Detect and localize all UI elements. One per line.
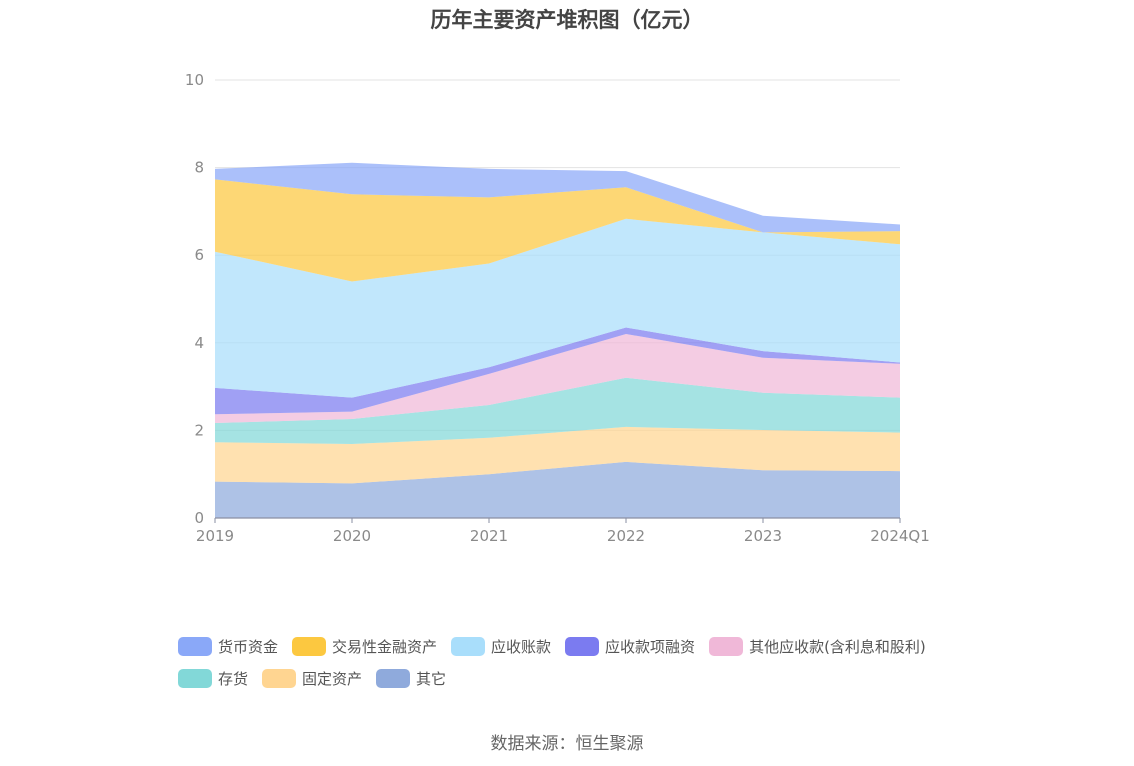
legend-swatch: [709, 636, 744, 656]
x-tick-label: 2023: [744, 527, 782, 545]
area-交易性金融资产[interactable]: [215, 179, 900, 282]
area-固定资产[interactable]: [215, 426, 900, 484]
y-tick-label: 8: [194, 159, 204, 177]
legend-label: 其他应收款(含利息和股利): [749, 637, 926, 656]
y-tick-label: 4: [194, 334, 204, 352]
legend-row: 存货 固定资产 其它: [178, 662, 998, 694]
legend-swatch: [262, 668, 297, 688]
area-应收款项融资[interactable]: [215, 327, 900, 415]
area-series: [215, 162, 900, 518]
legend-item-receivables-financing[interactable]: 应收款项融资: [565, 636, 695, 657]
stacked-area-chart: 0 2 4 6 8 10 2019 2020 2021 2022 2023 2024Q1: [185, 71, 930, 545]
y-tick-label: 6: [194, 246, 204, 264]
area-其它[interactable]: [215, 461, 900, 518]
legend-item-cash[interactable]: 货币资金: [178, 636, 278, 657]
y-tick-label: 10: [185, 71, 204, 89]
legend-swatch: [376, 668, 411, 688]
x-tick-label: 2024Q1: [870, 527, 930, 545]
legend-label: 应收款项融资: [605, 637, 696, 656]
legend-swatch: [451, 636, 486, 656]
legend-row: 货币资金 交易性金融资产 应收账款 应收款项融资 其他应收款(含利息和股利): [178, 630, 998, 662]
x-tick-label: 2019: [196, 527, 234, 545]
x-tick-label: 2021: [470, 527, 508, 545]
legend-label: 固定资产: [302, 669, 363, 688]
legend-swatch: [178, 668, 212, 688]
x-tick-label: 2020: [333, 527, 371, 545]
legend-label: 货币资金: [218, 637, 279, 656]
legend-swatch: [292, 636, 327, 656]
area-其他应收款(含利息和股利)[interactable]: [215, 334, 900, 423]
chart-legend: 货币资金 交易性金融资产 应收账款 应收款项融资 其他应收款(含利息和股利) 存…: [178, 630, 998, 694]
legend-label: 交易性金融资产: [332, 637, 438, 656]
chart-title: 历年主要资产堆积图（亿元）: [430, 8, 704, 32]
data-source-note: 数据来源：恒生聚源: [490, 734, 644, 754]
legend-label: 应收账款: [491, 637, 552, 656]
legend-label: 存货: [218, 669, 249, 688]
area-应收账款[interactable]: [215, 218, 900, 398]
x-tick-label: 2022: [607, 527, 645, 545]
legend-item-other[interactable]: 其它: [376, 668, 446, 689]
y-tick-label: 0: [194, 509, 204, 527]
axes: 0 2 4 6 8 10 2019 2020 2021 2022 2023 2024Q1: [185, 71, 930, 545]
legend-item-other-receivables[interactable]: 其他应收款(含利息和股利): [709, 636, 926, 657]
area-货币资金[interactable]: [215, 162, 900, 233]
legend-swatch: [565, 636, 600, 656]
legend-item-fixed-assets[interactable]: 固定资产: [262, 668, 362, 689]
y-tick-label: 2: [194, 421, 204, 439]
legend-item-accounts-receivable[interactable]: 应收账款: [451, 636, 551, 657]
legend-label: 其它: [416, 669, 447, 688]
legend-item-trading-financial-assets[interactable]: 交易性金融资产: [292, 636, 437, 657]
legend-item-inventory[interactable]: 存货: [178, 668, 248, 689]
area-存货[interactable]: [215, 377, 900, 444]
legend-swatch: [178, 636, 212, 656]
